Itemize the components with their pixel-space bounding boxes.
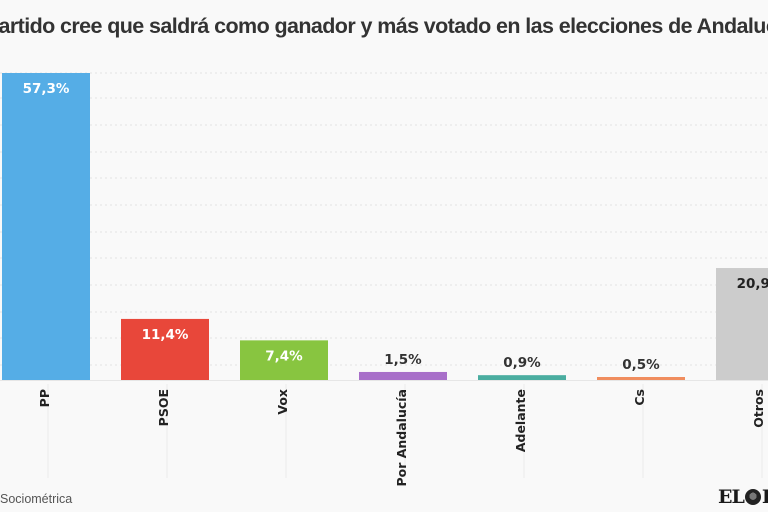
- bar-pp: [2, 73, 90, 380]
- bar-otros: [716, 268, 768, 380]
- brand-logo-text-left: EL: [718, 486, 745, 508]
- value-label-pp: 57,3%: [23, 81, 70, 97]
- value-label-por-andaluc-a: 1,5%: [384, 352, 422, 368]
- value-label-vox: 7,4%: [265, 348, 303, 364]
- category-label-adelante: Adelante: [513, 389, 528, 452]
- value-label-psoe: 11,4%: [142, 327, 189, 343]
- bar-por-andaluc-a: [359, 371, 447, 380]
- brand-logo: EL ES: [718, 486, 768, 508]
- gridlines: [0, 72, 768, 366]
- category-separators: [47, 384, 763, 478]
- bars: [2, 73, 768, 380]
- bar-adelante: [478, 375, 566, 380]
- category-label-pp: PP: [37, 389, 52, 407]
- value-label-adelante: 0,9%: [503, 355, 541, 371]
- source-credit: Sociométrica: [0, 492, 73, 506]
- value-label-cs: 0,5%: [622, 357, 660, 373]
- brand-logo-text-right: ES: [762, 486, 768, 508]
- bar-cs: [597, 377, 685, 380]
- lion-icon: [744, 489, 761, 505]
- category-label-vox: Vox: [275, 389, 290, 415]
- value-label-otros: 20,9%: [737, 276, 768, 292]
- chart-title: partido cree que saldrá como ganador y m…: [0, 14, 768, 38]
- value-labels: 57,3% 11,4% 7,4% 1,5% 0,9% 0,5% 20,9%: [23, 81, 768, 373]
- bar-vox: [240, 340, 328, 380]
- category-label-por-andaluc-a: Por Andalucía: [394, 389, 409, 487]
- bar-psoe: [121, 318, 209, 380]
- category-labels: PP PSOE Vox Por Andalucía Adelante Cs Otros: [37, 389, 766, 487]
- category-label-otros: Otros: [751, 389, 766, 428]
- category-label-psoe: PSOE: [156, 389, 171, 426]
- category-label-cs: Cs: [632, 389, 647, 406]
